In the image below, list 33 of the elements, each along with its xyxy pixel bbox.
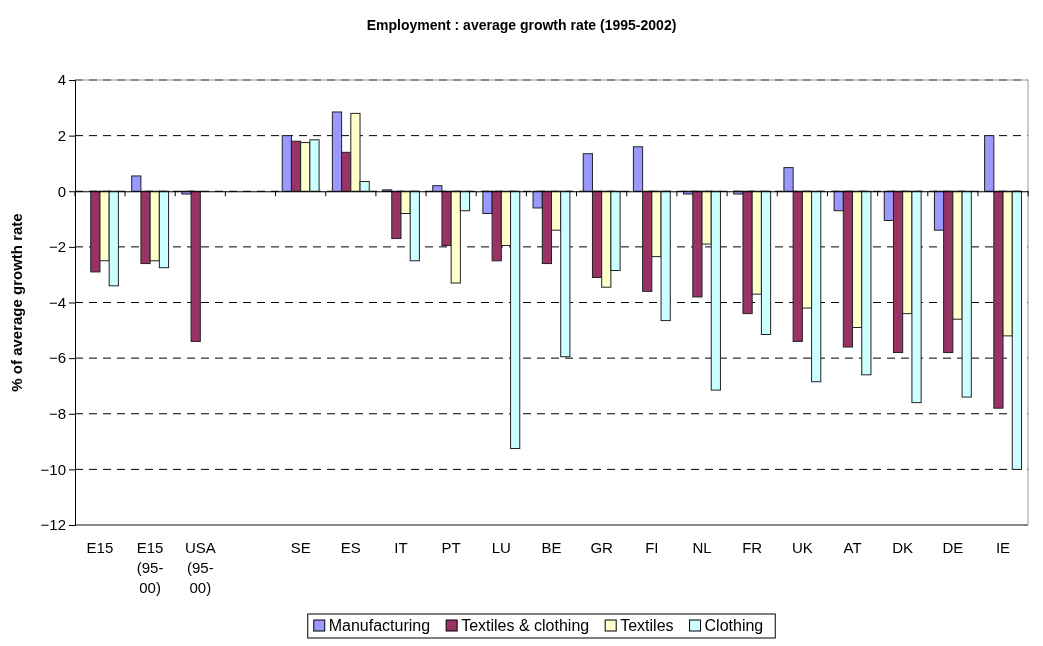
x-tick-label: USA (95-00) — [184, 539, 216, 596]
x-tick-label: IT — [394, 539, 408, 556]
y-tick-label: −2 — [48, 238, 66, 256]
chart-title: Employment : average growth rate (1995-2002) — [366, 17, 677, 33]
x-tick-label: SE — [290, 539, 311, 556]
y-tick-label: −12 — [40, 516, 66, 534]
y-tick-label: −8 — [48, 405, 66, 423]
x-tick-label: IE — [995, 539, 1011, 556]
x-tick-label: E15 (95-00) — [136, 539, 164, 596]
x-tick-label: ES — [340, 539, 361, 556]
y-tick-label: 2 — [57, 126, 66, 144]
x-tick-label: AT — [843, 539, 862, 556]
x-tick-label: LU — [491, 539, 511, 556]
x-tick-label: PT — [441, 539, 461, 556]
x-tick-label: GR — [590, 539, 614, 556]
x-tick-label: UK — [791, 539, 813, 556]
x-tick-label: NL — [692, 539, 712, 556]
legend-label: Manufacturing — [328, 617, 431, 634]
x-tick-label: DK — [892, 539, 914, 556]
x-tick-label: BE — [541, 539, 562, 556]
y-tick-label: −4 — [48, 293, 66, 311]
x-tick-label: FR — [742, 539, 763, 556]
legend-label: Clothing — [704, 617, 764, 634]
y-tick-label: 0 — [57, 182, 66, 200]
x-tick-label: E15 — [86, 539, 114, 556]
legend-label: Textiles — [620, 617, 674, 634]
y-tick-label: −10 — [40, 460, 66, 478]
legend-label: Textiles & clothing — [461, 617, 590, 634]
x-tick-label: DE — [942, 539, 964, 556]
y-axis-title: % of average growth rate — [8, 213, 25, 392]
y-tick-label: −6 — [48, 349, 66, 367]
y-tick-label: 4 — [57, 71, 66, 89]
x-tick-label: FI — [645, 539, 659, 556]
